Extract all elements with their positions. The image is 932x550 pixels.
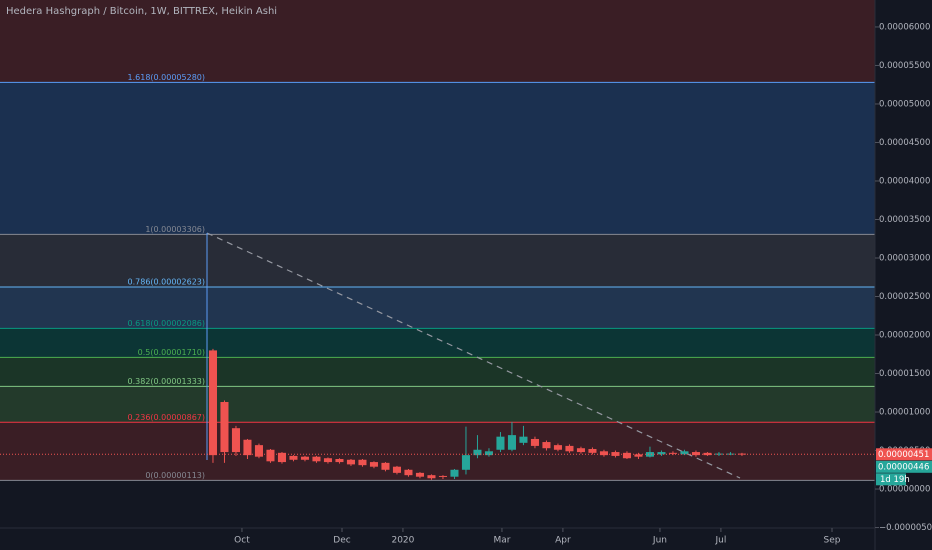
fib-label: 0.5(0.00001710)	[138, 348, 205, 357]
candle-body	[657, 452, 666, 455]
candle-body	[415, 472, 424, 477]
y-tick-label: 0.00001000	[879, 408, 930, 418]
candle-body	[496, 436, 505, 450]
candle-body	[208, 350, 217, 456]
candle-body	[507, 435, 516, 450]
candle-body	[645, 452, 654, 457]
y-tick-label: −0.00000500	[879, 523, 932, 533]
price-tag-label: 0.00000451	[878, 450, 929, 460]
candle-body	[358, 459, 367, 466]
fib-label: 0.236(0.00000867)	[128, 413, 206, 422]
candle-body	[576, 448, 585, 453]
candle-body	[680, 451, 689, 455]
candle-body	[726, 453, 735, 455]
candle-body	[691, 452, 700, 456]
price-tag-label: 0.00000446	[878, 462, 929, 472]
candle-body	[668, 452, 677, 454]
candle-body	[565, 445, 574, 452]
countdown: 1d 19h	[880, 475, 910, 485]
y-tick-label: 0.00004500	[879, 138, 930, 148]
candle-body	[461, 455, 470, 470]
fib-label: 0(0.00000113)	[145, 471, 205, 480]
fib-zone	[0, 386, 875, 423]
candle-body	[231, 428, 240, 453]
candle-body	[599, 451, 608, 456]
x-tick-label: Apr	[555, 536, 571, 546]
candle-body	[243, 439, 252, 456]
fib-label: 1(0.00003306)	[145, 225, 205, 234]
price-tag	[876, 448, 932, 461]
candle-body	[484, 451, 493, 456]
x-tick-label: Oct	[234, 536, 250, 546]
candle-body	[427, 475, 436, 479]
candle-body	[369, 462, 378, 467]
candle-body	[438, 475, 447, 477]
candle-body	[312, 456, 321, 462]
chart-title: Hedera Hashgraph / Bitcoin, 1W, BITTREX,…	[6, 6, 277, 17]
trend-line	[206, 232, 741, 479]
candle-body	[714, 453, 723, 455]
fib-label: 0.618(0.00002086)	[128, 319, 206, 328]
x-tick-label: Dec	[333, 536, 350, 546]
x-tick-label: Jul	[714, 536, 726, 546]
candle-body	[254, 445, 263, 457]
candle-body	[404, 469, 413, 476]
candle-body	[220, 402, 229, 453]
y-tick-label: 0.00006000	[879, 22, 930, 32]
candle-body	[519, 436, 528, 443]
candle-body	[553, 445, 562, 450]
fib-zone	[0, 287, 875, 329]
countdown-tag	[876, 473, 906, 486]
time-axis	[0, 528, 875, 550]
y-tick-label: 0.00000000	[879, 485, 930, 495]
candle-body	[300, 456, 309, 460]
candle-body	[588, 448, 597, 453]
candle-body	[450, 469, 459, 477]
x-tick-label: Sep	[824, 536, 841, 546]
y-tick-label: 0.00003000	[879, 253, 930, 263]
fib-zone	[0, 357, 875, 387]
fib-label: 0.382(0.00001333)	[128, 377, 206, 386]
candle-body	[346, 459, 355, 465]
y-tick-label: 0.00003500	[879, 215, 930, 225]
x-tick-label: Mar	[493, 536, 510, 546]
price-tag	[876, 460, 932, 473]
candle-body	[392, 466, 401, 473]
candle-body	[266, 449, 275, 462]
fib-zone	[0, 82, 875, 235]
y-tick-label: 0.00002000	[879, 331, 930, 341]
fib-label: 1.618(0.00005280)	[128, 73, 206, 82]
candle-body	[289, 455, 298, 460]
candle-body	[473, 449, 482, 456]
fib-zone	[0, 328, 875, 358]
candle-body	[542, 442, 551, 449]
y-tick-label: 0.00001500	[879, 369, 930, 379]
candle-body	[277, 452, 286, 463]
x-tick-label: 2020	[391, 536, 414, 546]
candle-body	[530, 438, 539, 446]
candle-body	[323, 458, 332, 463]
x-tick-label: Jun	[652, 536, 667, 546]
y-tick-label: 0.00002500	[879, 292, 930, 302]
y-tick-label: 0.00004000	[879, 176, 930, 186]
candle-body	[335, 458, 344, 463]
fib-zone	[0, 234, 875, 288]
candle-body	[634, 454, 643, 457]
fib-label: 0.786(0.00002623)	[128, 278, 206, 287]
y-tick-label: 0.00005000	[879, 99, 930, 109]
fib-zone	[0, 480, 875, 528]
candle-body	[622, 452, 631, 459]
candle-body	[381, 462, 390, 470]
candle-body	[703, 452, 712, 456]
y-tick-label: 0.00005500	[879, 61, 930, 71]
fib-zone	[0, 422, 875, 481]
